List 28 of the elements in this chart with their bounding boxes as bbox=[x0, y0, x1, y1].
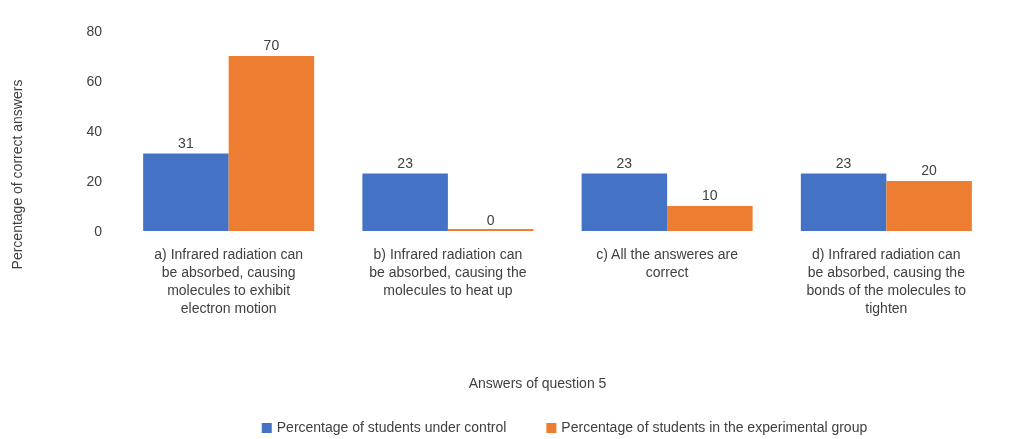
y-tick-label: 0 bbox=[94, 222, 103, 239]
bar bbox=[581, 173, 668, 231]
x-tick-label: c) All the answeres are correct bbox=[596, 246, 739, 280]
y-tick-label: 80 bbox=[86, 22, 103, 39]
bar bbox=[362, 173, 448, 231]
bar bbox=[667, 206, 753, 231]
data-label: 23 bbox=[397, 154, 414, 171]
y-tick-label: 60 bbox=[86, 72, 103, 89]
legend-label: Percentage of students under control bbox=[276, 419, 507, 435]
data-label: 20 bbox=[921, 162, 938, 178]
y-axis-title: Percentage of correct answers bbox=[9, 79, 25, 270]
data-label: 23 bbox=[616, 154, 633, 171]
bar bbox=[886, 181, 972, 231]
data-label: 0 bbox=[486, 212, 495, 228]
data-label: 10 bbox=[702, 187, 718, 203]
bar bbox=[228, 56, 315, 231]
data-label: 31 bbox=[178, 134, 194, 151]
x-tick-label: d) Infrared radiation can be absorbed, causing the bonds of the molecules to tighten bbox=[806, 246, 967, 316]
bar bbox=[143, 153, 229, 231]
bar bbox=[800, 173, 887, 231]
x-axis-title: Answers of question 5 bbox=[468, 375, 607, 391]
data-label: 23 bbox=[835, 154, 852, 171]
x-tick-label: b) Infrared radiation can be absorbed, causing the molecules to heat up bbox=[369, 246, 527, 298]
x-tick-label: a) Infrared radiation can be absorbed, causing molecules to exhibit electron motion bbox=[154, 246, 303, 316]
legend-label: Percentage of students in the experimental group bbox=[561, 419, 868, 435]
y-tick-label: 40 bbox=[86, 122, 103, 139]
data-label: 70 bbox=[263, 37, 280, 53]
y-tick-label: 20 bbox=[86, 172, 103, 189]
